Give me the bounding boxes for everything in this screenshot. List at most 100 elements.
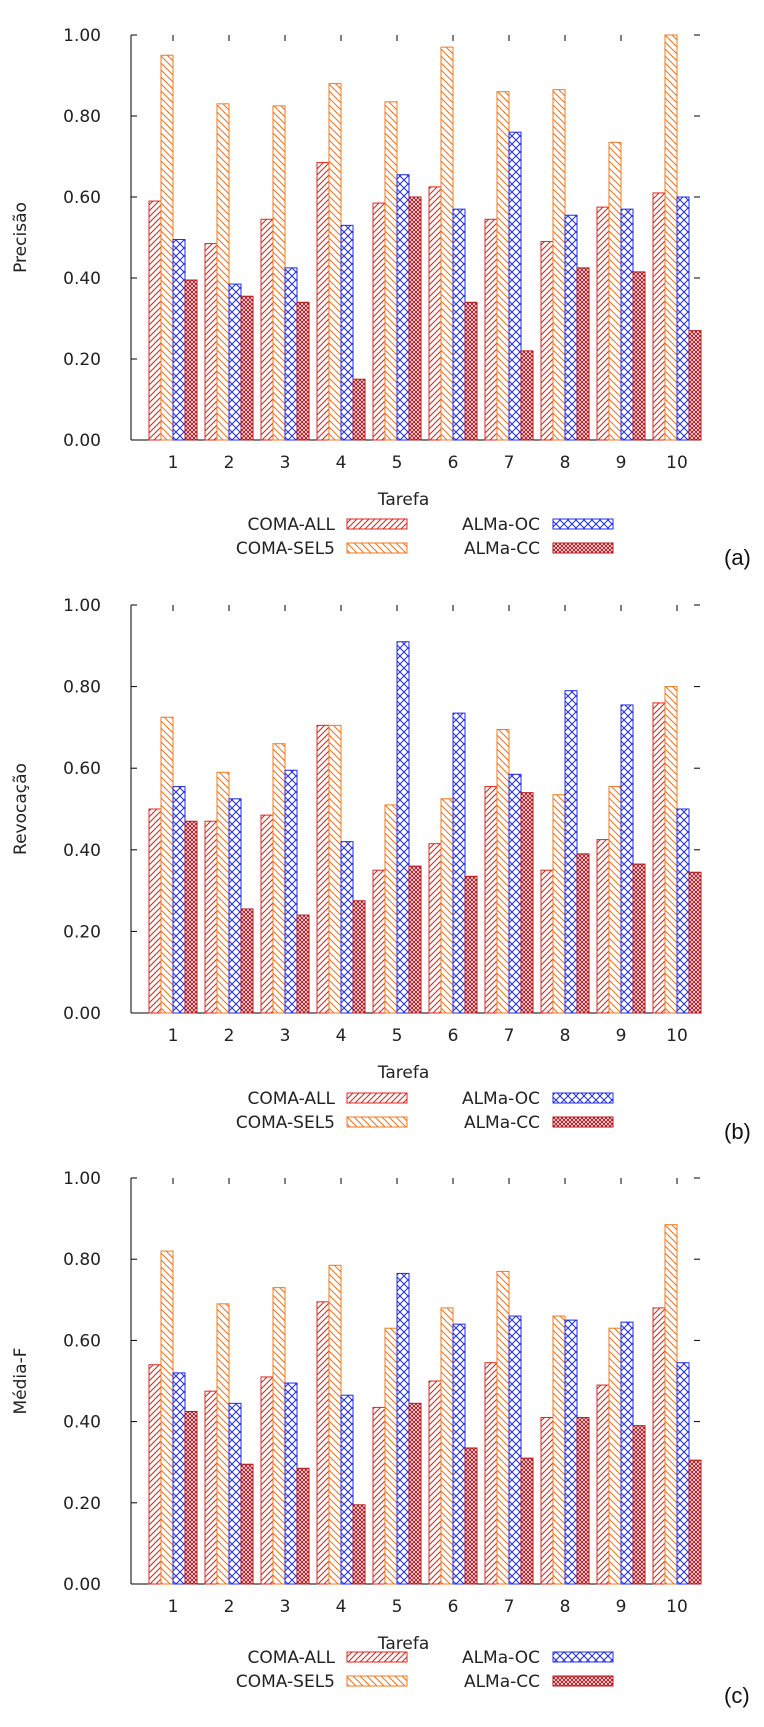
bar	[352, 1504, 366, 1585]
bar	[216, 103, 230, 441]
legend-label: COMA-SEL5	[236, 1113, 335, 1133]
bar	[608, 141, 622, 441]
x-tick-label: 6	[448, 1597, 459, 1617]
bar	[184, 279, 198, 441]
x-tick-label: 7	[504, 1026, 515, 1046]
y-tick-label: 0.20	[63, 350, 101, 370]
bar	[620, 1321, 634, 1585]
legend-swatch	[552, 1675, 614, 1687]
bar	[204, 243, 218, 441]
bar	[184, 1410, 198, 1585]
x-tick-label: 10	[666, 1597, 688, 1617]
y-tick-label: 0.20	[63, 1494, 101, 1514]
bar	[440, 46, 454, 441]
y-axis-label: Revocação	[11, 763, 31, 855]
legend-label: ALMa-CC	[464, 539, 540, 559]
x-tick-label: 4	[336, 453, 347, 473]
legend-swatch	[552, 1651, 614, 1663]
bar	[576, 1417, 590, 1585]
bar	[664, 1224, 678, 1585]
bar	[228, 1402, 242, 1585]
bar	[552, 794, 566, 1014]
bar	[520, 350, 534, 441]
legend-swatch	[346, 542, 408, 554]
bar	[384, 101, 398, 441]
bar	[296, 914, 310, 1014]
bar	[428, 843, 442, 1014]
chart-panels: 0.00 0.20 0.40 0.60 0.80 1.00 1 2 3 4 5 6 7 8 9 10 Taref…	[11, 26, 751, 1708]
bar	[484, 786, 498, 1014]
bar	[652, 702, 666, 1014]
bar	[296, 1467, 310, 1585]
y-tick-label: 0.80	[63, 1250, 101, 1270]
y-tick-label: 0.00	[63, 1575, 101, 1595]
x-tick-label: 4	[336, 1597, 347, 1617]
bar	[632, 271, 646, 441]
bar	[184, 820, 198, 1014]
bar	[652, 192, 666, 441]
y-tick-label: 0.60	[63, 759, 101, 779]
bar	[284, 769, 298, 1014]
x-tick-label: 1	[168, 1026, 179, 1046]
legend-label: ALMa-OC	[462, 515, 540, 535]
y-axis-label: Precisão	[11, 202, 31, 273]
bar	[564, 214, 578, 441]
bar	[688, 1459, 702, 1585]
legend-label: ALMa-OC	[462, 1089, 540, 1109]
bar	[464, 875, 478, 1014]
y-tick-label: 0.40	[63, 269, 101, 289]
legend-label: COMA-SEL5	[236, 1672, 335, 1692]
bar	[148, 1364, 162, 1585]
y-tick-label: 1.00	[63, 596, 101, 616]
bar	[496, 1270, 510, 1585]
bar	[508, 773, 522, 1014]
bar	[552, 1315, 566, 1585]
bar	[496, 91, 510, 441]
legend-swatch	[346, 1675, 408, 1687]
y-tick-label: 0.00	[63, 1004, 101, 1024]
bar	[296, 301, 310, 441]
bar	[228, 798, 242, 1014]
bar	[340, 224, 354, 441]
bar	[484, 1362, 498, 1585]
bar	[452, 208, 466, 441]
legend-label: ALMa-CC	[464, 1113, 540, 1133]
bar	[160, 716, 174, 1014]
bar	[484, 218, 498, 441]
legend-label: ALMa-CC	[464, 1672, 540, 1692]
x-tick-label: 5	[392, 1597, 403, 1617]
bar	[160, 1250, 174, 1585]
bar	[664, 686, 678, 1014]
bar	[596, 1384, 610, 1585]
legend-swatch	[346, 1116, 408, 1128]
bar	[172, 1372, 186, 1585]
legend: COMA-ALL COMA-SEL5 ALMa-OC ALMa-CC	[236, 1089, 614, 1133]
bar	[608, 1327, 622, 1585]
bar	[408, 196, 422, 441]
bar	[428, 186, 442, 441]
bar	[328, 724, 342, 1014]
legend: COMA-ALL COMA-SEL5 ALMa-OC ALMa-CC	[236, 1648, 614, 1692]
bar	[396, 641, 410, 1014]
legend-label: COMA-ALL	[247, 515, 335, 535]
bar	[428, 1380, 442, 1585]
bar	[440, 1307, 454, 1585]
bar	[240, 295, 254, 441]
legend-label: COMA-ALL	[247, 1648, 335, 1668]
bar	[316, 724, 330, 1014]
chart-panel: 0.00 0.20 0.40 0.60 0.80 1.00 1 2 3 4 5 6 7 8 9 10 Taref…	[11, 1169, 750, 1708]
x-tick-label: 1	[168, 453, 179, 473]
bar	[564, 1319, 578, 1585]
bar	[204, 1390, 218, 1585]
y-axis-label: Média-F	[11, 1348, 31, 1415]
x-tick-label: 8	[560, 1026, 571, 1046]
x-tick-label: 3	[280, 453, 291, 473]
bar	[408, 1402, 422, 1585]
legend: COMA-ALL COMA-SEL5 ALMa-OC ALMa-CC	[236, 515, 614, 559]
bar	[148, 200, 162, 441]
x-tick-label: 5	[392, 453, 403, 473]
x-tick-label: 7	[504, 453, 515, 473]
bar	[408, 865, 422, 1014]
bar	[452, 712, 466, 1014]
bar	[396, 174, 410, 441]
